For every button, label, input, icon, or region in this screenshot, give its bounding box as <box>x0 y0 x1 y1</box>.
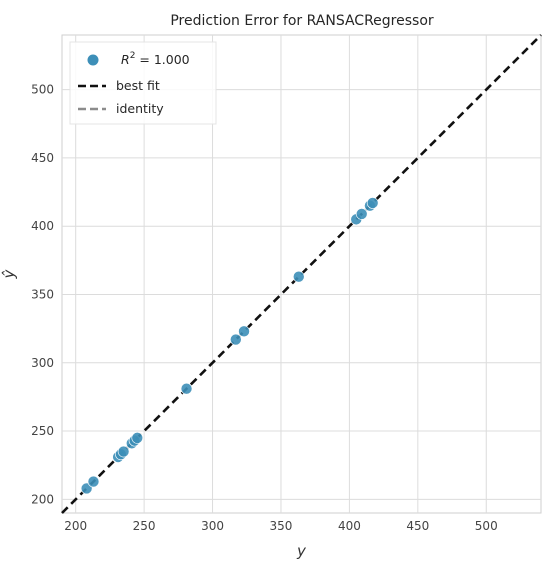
y-tick-label: 350 <box>31 287 54 301</box>
legend: R2 = 1.000 best fit identity <box>69 41 217 125</box>
data-point <box>292 270 305 283</box>
x-tick-label: 350 <box>270 519 293 533</box>
x-tick-label: 200 <box>64 519 87 533</box>
y-tick-label: 250 <box>31 424 54 438</box>
data-point <box>131 432 144 444</box>
legend-r-symbol: R <box>121 52 130 67</box>
x-tick-label: 400 <box>338 519 361 533</box>
x-tick-label: 450 <box>406 519 429 533</box>
legend-r2-value: = 1.000 <box>135 52 189 67</box>
y-tick-labels: 200 250 300 350 400 450 500 <box>31 83 54 507</box>
y-tick-label: 400 <box>31 219 54 233</box>
x-tick-label: 500 <box>475 519 498 533</box>
data-point <box>238 325 250 338</box>
y-tick-label: 450 <box>31 151 54 165</box>
x-tick-label: 250 <box>133 519 156 533</box>
data-point <box>117 445 130 458</box>
legend-marker <box>87 54 99 66</box>
legend-superscript: 2 <box>130 51 136 61</box>
x-axis-label: y <box>296 542 307 560</box>
x-tick-labels: 200 250 300 350 400 450 500 <box>64 519 497 533</box>
y-tick-label: 500 <box>31 83 54 97</box>
data-point <box>355 208 368 220</box>
data-point <box>230 333 242 346</box>
legend-label-best-fit: best fit <box>116 78 160 93</box>
chart-title: Prediction Error for RANSACRegressor <box>170 13 434 29</box>
y-tick-label: 300 <box>31 356 54 370</box>
x-tick-label: 300 <box>201 519 224 533</box>
y-axis-label: ŷ <box>0 268 18 279</box>
y-tick-label: 200 <box>31 492 54 506</box>
legend-label-r2: R2 = 1.000 <box>121 51 190 67</box>
data-point <box>87 475 100 488</box>
scatter-points <box>80 197 379 495</box>
legend-label-identity: identity <box>116 101 164 116</box>
data-point <box>180 382 193 395</box>
data-point <box>366 197 379 209</box>
